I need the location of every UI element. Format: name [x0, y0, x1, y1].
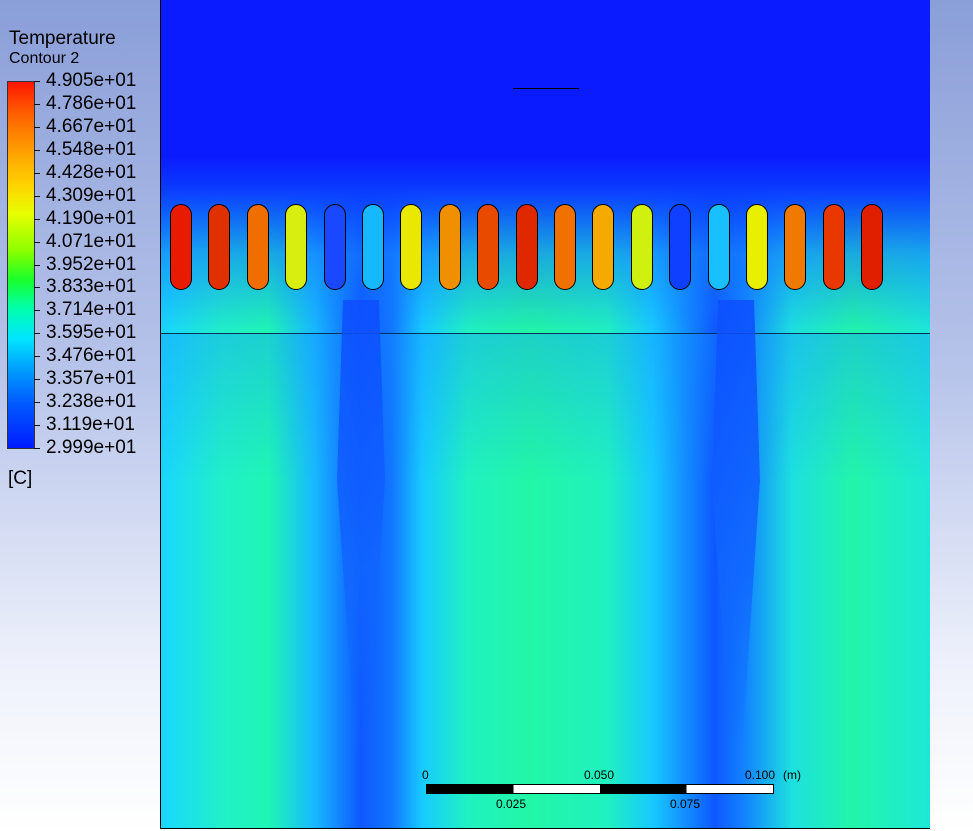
legend-tick-label: 4.786e+01: [46, 93, 137, 114]
tube: [861, 204, 883, 290]
legend-tick-label: 4.905e+01: [46, 70, 137, 91]
legend-tick-label: 4.667e+01: [46, 116, 137, 137]
tube: [477, 204, 499, 290]
legend-tick-label: 3.357e+01: [46, 368, 137, 389]
legend-tick: [34, 81, 40, 82]
legend-tick-label: 4.548e+01: [46, 139, 137, 160]
tube: [400, 204, 422, 290]
legend-tick: [34, 333, 40, 334]
legend-tick-label: 3.952e+01: [46, 254, 137, 275]
legend-tick-label: 4.071e+01: [46, 231, 137, 252]
legend-tick-label: 3.714e+01: [46, 299, 137, 320]
legend-tick: [34, 402, 40, 403]
scale-ruler: 0 0.050 0.100 (m) 0.025 0.075: [422, 765, 801, 811]
legend-panel: Temperature Contour 2 4.905e+01 4.786e+01…: [0, 0, 160, 831]
scale-bar: [426, 784, 774, 794]
tube: [708, 204, 730, 290]
tube: [439, 204, 461, 290]
tube: [746, 204, 768, 290]
legend-tick: [34, 173, 40, 174]
scale-label-0.025: 0.025: [496, 797, 527, 811]
legend-tick: [34, 379, 40, 380]
scale-label-0.050: 0.050: [584, 768, 615, 782]
geometry-edge-line: [513, 88, 579, 89]
tube: [247, 204, 269, 290]
tube: [784, 204, 806, 290]
legend-subtitle: Contour 2: [9, 50, 80, 67]
legend-tick: [34, 265, 40, 266]
legend-tick-label: 3.238e+01: [46, 391, 137, 412]
legend-tick-label: 3.833e+01: [46, 276, 137, 297]
legend-tick: [34, 242, 40, 243]
color-bar: [7, 81, 35, 449]
legend-tick: [34, 104, 40, 105]
tube: [170, 204, 192, 290]
legend-tick: [34, 356, 40, 357]
legend-tick-label: 3.476e+01: [46, 345, 137, 366]
tube: [516, 204, 538, 290]
tube: [285, 204, 307, 290]
legend-tick-label: 4.309e+01: [46, 185, 137, 206]
tube: [669, 204, 691, 290]
legend-tick: [34, 219, 40, 220]
wake-region: [161, 333, 930, 828]
tube-bank-region: [161, 158, 930, 334]
legend-tick: [34, 425, 40, 426]
tube: [324, 204, 346, 290]
tube: [823, 204, 845, 290]
tube: [631, 204, 653, 290]
legend-tick: [34, 150, 40, 151]
tube: [554, 204, 576, 290]
legend-title: Temperature: [9, 28, 116, 49]
legend-tick: [34, 196, 40, 197]
legend-tick: [34, 287, 40, 288]
legend-tick: [34, 310, 40, 311]
legend-tick-label: 4.190e+01: [46, 208, 137, 229]
tube: [592, 204, 614, 290]
legend-tick-label: 3.595e+01: [46, 322, 137, 343]
legend-tick-label: 2.999e+01: [46, 437, 137, 458]
scale-unit: (m): [783, 768, 801, 782]
scale-label-0.100: 0.100: [745, 768, 776, 782]
legend-tick-label: 4.428e+01: [46, 162, 137, 183]
scale-label-0.075: 0.075: [670, 797, 701, 811]
contour-viewport[interactable]: 0 0.050 0.100 (m) 0.025 0.075: [160, 0, 930, 829]
scale-label-0: 0: [422, 768, 429, 782]
legend-unit: [C]: [8, 468, 33, 489]
upper-fluid-region: [161, 0, 930, 159]
legend-tick-label: 3.119e+01: [46, 414, 135, 435]
tube: [208, 204, 230, 290]
legend-tick: [34, 127, 40, 128]
tube: [362, 204, 384, 290]
legend-tick: [34, 448, 40, 449]
